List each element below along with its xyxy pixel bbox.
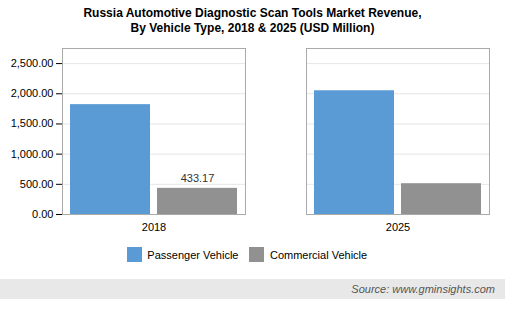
svg-text:1,000.00: 1,000.00 bbox=[11, 148, 54, 160]
html-text:Passenger Vehicle: Passenger Vehicle bbox=[147, 248, 239, 261]
svg-text:2,000.00: 2,000.00 bbox=[11, 87, 54, 99]
svg-text:2,500.00: 2,500.00 bbox=[11, 57, 54, 69]
svg-text:2025: 2025 bbox=[386, 221, 410, 233]
html-text:Commercial Vehicle: Commercial Vehicle bbox=[270, 248, 368, 261]
svg-text:0.00: 0.00 bbox=[32, 208, 53, 220]
svg-text:433.17: 433.17 bbox=[181, 172, 215, 184]
svg-text:2018: 2018 bbox=[142, 221, 166, 233]
html-text:Source: www.gminsights.com: Source: www.gminsights.com bbox=[351, 282, 495, 295]
svg-text:1,500.00: 1,500.00 bbox=[11, 117, 54, 129]
html-text:Russia Automotive Diagnostic S: Russia Automotive Diagnostic Scan Tools … bbox=[83, 6, 422, 35]
svg-text:500.00: 500.00 bbox=[20, 178, 54, 190]
